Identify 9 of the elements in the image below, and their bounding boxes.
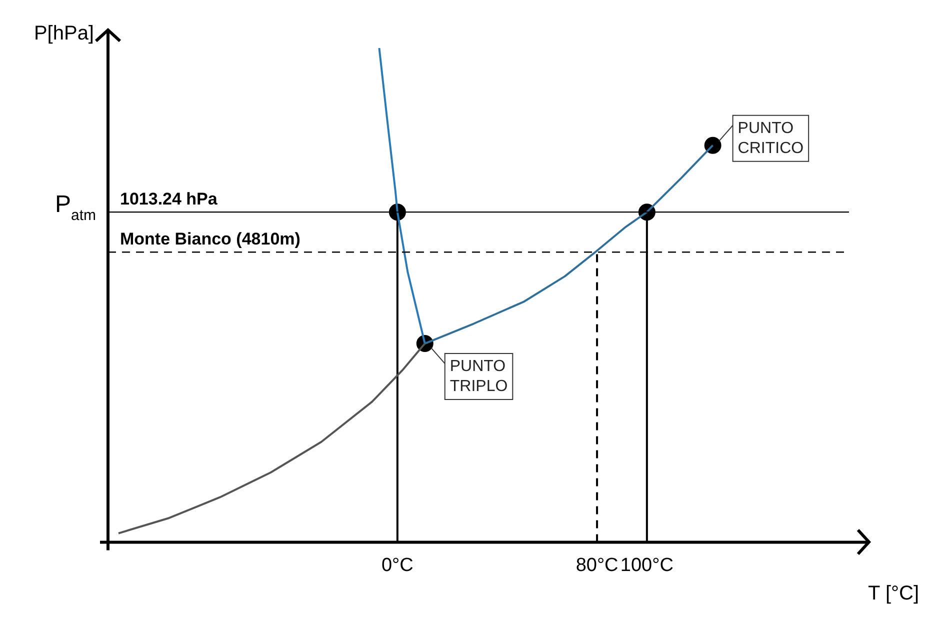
ref-line-label: 1013.24 hPa xyxy=(120,189,218,208)
x-tick-label: 0°C xyxy=(381,554,414,576)
x-axis-title: T [°C] xyxy=(868,582,919,605)
y-axis-title: P[hPa] xyxy=(34,22,94,45)
annotation: PUNTO TRIPLO xyxy=(450,358,508,395)
ref-line-label: Monte Bianco (4810m) xyxy=(120,229,300,248)
annotation: PUNTO CRITICO xyxy=(738,120,804,157)
x-tick-label: 80°C xyxy=(576,554,618,576)
x-tick-label: 100°C xyxy=(620,554,674,576)
